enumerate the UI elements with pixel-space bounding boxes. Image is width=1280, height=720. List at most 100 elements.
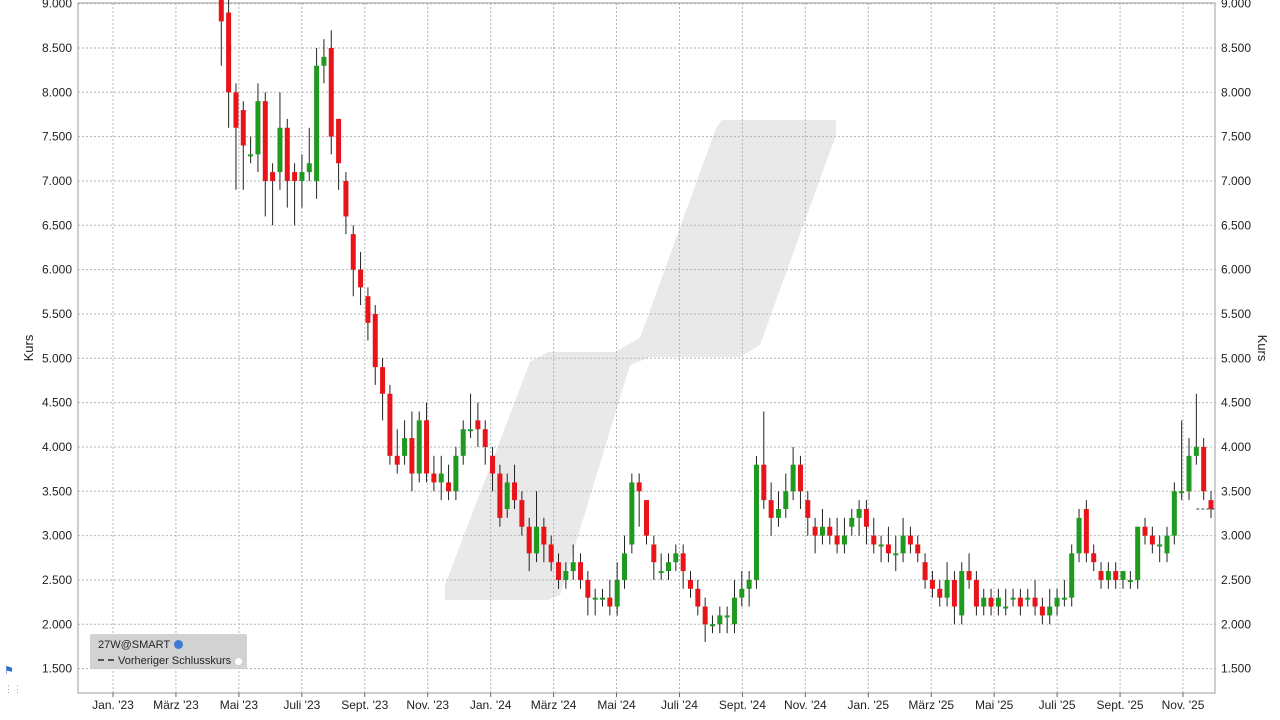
- candle-body: [277, 127, 283, 173]
- legend: 27W@SMART Vorheriger Schlusskurs: [90, 634, 247, 669]
- candle: [1120, 571, 1126, 589]
- candle-body: [1047, 606, 1053, 616]
- candle: [644, 500, 649, 545]
- candle: [834, 517, 840, 554]
- candle: [299, 154, 305, 208]
- candle-body: [863, 509, 869, 527]
- candle-body: [1142, 526, 1148, 536]
- plot-frame: [77, 2, 1216, 694]
- y-tick-label-right: 5.500: [1221, 307, 1251, 321]
- candle-body: [658, 571, 664, 574]
- candle: [343, 172, 349, 235]
- watermark-logo: [445, 120, 836, 600]
- candle: [680, 544, 686, 589]
- candle-body: [1171, 491, 1177, 536]
- x-tick-label: Jan. '23: [92, 698, 134, 712]
- candle: [1032, 579, 1038, 616]
- y-tick-label-right: 8.500: [1221, 41, 1251, 55]
- x-tick-label: Mai '24: [597, 698, 636, 712]
- candle: [966, 553, 972, 589]
- x-tick-label: Mai '23: [220, 698, 259, 712]
- legend-previous-close-row[interactable]: Vorheriger Schlusskurs: [98, 655, 243, 667]
- x-axis: Jan. '23 März '23 Mai '23 Juli '23 Sept. '23…: [92, 693, 1205, 712]
- globe-icon[interactable]: [174, 640, 184, 649]
- candle: [959, 562, 965, 625]
- candle-body: [724, 615, 730, 618]
- candle-body: [578, 562, 584, 580]
- candle: [900, 517, 906, 563]
- candle: [416, 411, 422, 483]
- legend-symbol-label: 27W@SMART: [98, 639, 171, 651]
- toggle-dot-icon[interactable]: [235, 658, 243, 665]
- candle: [409, 411, 415, 492]
- candle: [372, 305, 378, 385]
- candle: [915, 535, 921, 563]
- candle-body: [805, 500, 811, 518]
- candle: [783, 473, 789, 518]
- x-tick-label: Mai '25: [975, 698, 1014, 712]
- candle: [1010, 588, 1016, 607]
- candle-body: [1098, 571, 1104, 580]
- candle-body: [951, 579, 957, 607]
- y-axis-title-left: Kurs: [21, 334, 36, 361]
- y-tick-label-right: 7.000: [1221, 174, 1251, 188]
- candle-body: [321, 56, 327, 66]
- candle: [819, 509, 825, 545]
- candle-body: [636, 482, 642, 492]
- candle: [446, 464, 452, 501]
- candle-body: [1061, 597, 1067, 600]
- candle-body: [819, 526, 825, 536]
- legend-symbol-row[interactable]: 27W@SMART: [98, 639, 184, 651]
- candle-body: [1149, 535, 1155, 545]
- candle-body: [768, 500, 774, 518]
- candle: [365, 287, 371, 341]
- chart-tool-icon[interactable]: ⚑: [4, 665, 14, 677]
- candle-body: [248, 154, 254, 157]
- candle: [380, 358, 386, 421]
- candle-body: [409, 438, 415, 474]
- candle: [1208, 491, 1214, 518]
- x-tick-label: März '24: [531, 698, 577, 712]
- candle: [687, 571, 693, 598]
- candle-body: [607, 597, 613, 607]
- x-tick-label: Sept. '25: [1097, 698, 1144, 712]
- candle: [402, 420, 408, 465]
- candle-body: [1105, 571, 1111, 580]
- candle: [878, 535, 884, 563]
- candle: [585, 571, 591, 616]
- candle: [863, 500, 869, 545]
- y-tick-label-right: 3.500: [1221, 484, 1251, 498]
- candle: [629, 473, 635, 554]
- candle: [358, 251, 364, 306]
- candle: [768, 482, 774, 536]
- y-tick-label-left: 2.500: [42, 573, 72, 587]
- candle-body: [1054, 597, 1060, 607]
- candle-body: [358, 269, 364, 288]
- candle: [1186, 438, 1192, 501]
- candle-body: [1157, 544, 1163, 547]
- candle: [797, 455, 803, 510]
- y-tick-label-left: 8.500: [42, 41, 72, 55]
- candles: [218, 0, 1214, 643]
- y-tick-label-right: 9.000: [1221, 0, 1251, 11]
- candle-body: [841, 535, 847, 545]
- y-tick-label-right: 6.500: [1221, 218, 1251, 232]
- candle: [1164, 526, 1170, 563]
- candle-body: [746, 579, 752, 589]
- candle-body: [1003, 606, 1009, 609]
- candle: [526, 517, 532, 572]
- candle-body: [988, 597, 994, 607]
- y-tick-label-left: 6.500: [42, 218, 72, 232]
- candle-body: [336, 118, 342, 164]
- candle-body: [504, 482, 510, 510]
- candle: [937, 579, 943, 607]
- candle: [600, 588, 606, 607]
- candle-body: [1032, 597, 1038, 607]
- x-tick-label: Sept. '23: [341, 698, 388, 712]
- candle-body: [431, 473, 437, 483]
- grip-icon[interactable]: ⋮⋮: [4, 684, 22, 694]
- candle: [277, 92, 283, 190]
- candle-body: [915, 544, 921, 554]
- candle: [651, 535, 657, 580]
- candle-body: [907, 535, 913, 545]
